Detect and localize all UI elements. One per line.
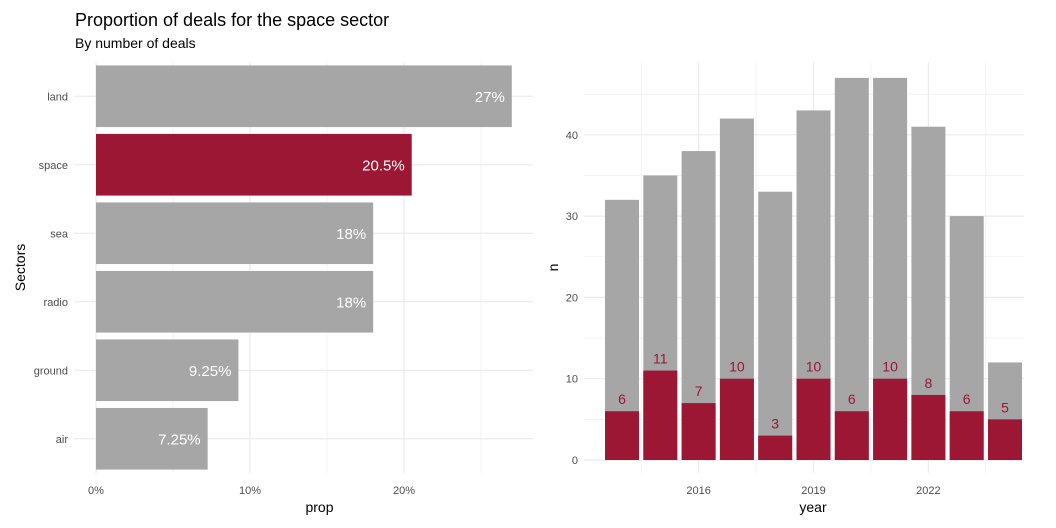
data-label: 7 bbox=[695, 383, 703, 399]
data-label: 20.5% bbox=[362, 157, 405, 174]
bar-total bbox=[834, 77, 869, 460]
bar-space bbox=[719, 378, 754, 460]
bar-space bbox=[988, 419, 1022, 460]
y-axis-title: Sectors bbox=[12, 244, 28, 291]
y-tick-label: sea bbox=[50, 228, 69, 240]
bar-sea bbox=[96, 202, 374, 265]
bar-space bbox=[758, 435, 793, 460]
data-label: 3 bbox=[771, 416, 779, 432]
bar-land bbox=[96, 65, 512, 128]
data-label: 6 bbox=[848, 391, 856, 407]
bar-ground bbox=[96, 339, 239, 402]
data-label: 9.25% bbox=[189, 363, 232, 380]
bar-space bbox=[681, 403, 716, 460]
y-tick-label: air bbox=[56, 434, 69, 446]
bar-total bbox=[758, 191, 793, 460]
x-tick-label: 2019 bbox=[801, 485, 825, 497]
data-label: 8 bbox=[925, 375, 933, 391]
data-label: 11 bbox=[653, 351, 668, 367]
data-label: 27% bbox=[475, 89, 505, 106]
y-tick-label: 10 bbox=[566, 374, 578, 386]
bar-space bbox=[643, 370, 678, 460]
data-label: 18% bbox=[336, 294, 366, 311]
bar-space bbox=[796, 378, 831, 460]
y-tick-label: radio bbox=[44, 297, 68, 309]
bar-space bbox=[873, 378, 908, 460]
x-axis-title: year bbox=[799, 499, 827, 515]
bar-air bbox=[96, 407, 208, 470]
data-label: 10 bbox=[882, 359, 898, 375]
y-tick-label: space bbox=[39, 160, 68, 172]
bar-space bbox=[834, 411, 869, 460]
bar-space bbox=[605, 411, 639, 460]
chart-subtitle: By number of deals bbox=[75, 35, 196, 51]
chart-title: Proportion of deals for the space sector bbox=[75, 10, 390, 30]
y-tick-label: land bbox=[47, 91, 68, 103]
x-tick-label: 0% bbox=[88, 485, 104, 497]
data-label: 7.25% bbox=[158, 431, 201, 448]
bar-space bbox=[911, 394, 946, 460]
data-label: 6 bbox=[963, 391, 971, 407]
x-tick-label: 10% bbox=[239, 485, 261, 497]
y-tick-label: 0 bbox=[572, 455, 578, 467]
bar-radio bbox=[96, 270, 374, 333]
data-label: 10 bbox=[729, 359, 745, 375]
y-axis-title: n bbox=[545, 264, 561, 272]
data-label: 5 bbox=[1001, 399, 1009, 415]
y-tick-label: 40 bbox=[566, 130, 578, 142]
data-label: 18% bbox=[336, 226, 366, 243]
x-axis-title: prop bbox=[305, 499, 333, 515]
y-tick-label: 30 bbox=[566, 211, 578, 223]
x-tick-label: 2022 bbox=[916, 485, 940, 497]
bar-space bbox=[949, 411, 984, 460]
x-tick-label: 20% bbox=[393, 485, 415, 497]
data-label: 10 bbox=[806, 359, 822, 375]
data-label: 6 bbox=[618, 391, 626, 407]
y-tick-label: 20 bbox=[566, 292, 578, 304]
bar-space bbox=[96, 133, 412, 196]
y-tick-label: ground bbox=[34, 365, 68, 377]
x-tick-label: 2016 bbox=[686, 485, 710, 497]
